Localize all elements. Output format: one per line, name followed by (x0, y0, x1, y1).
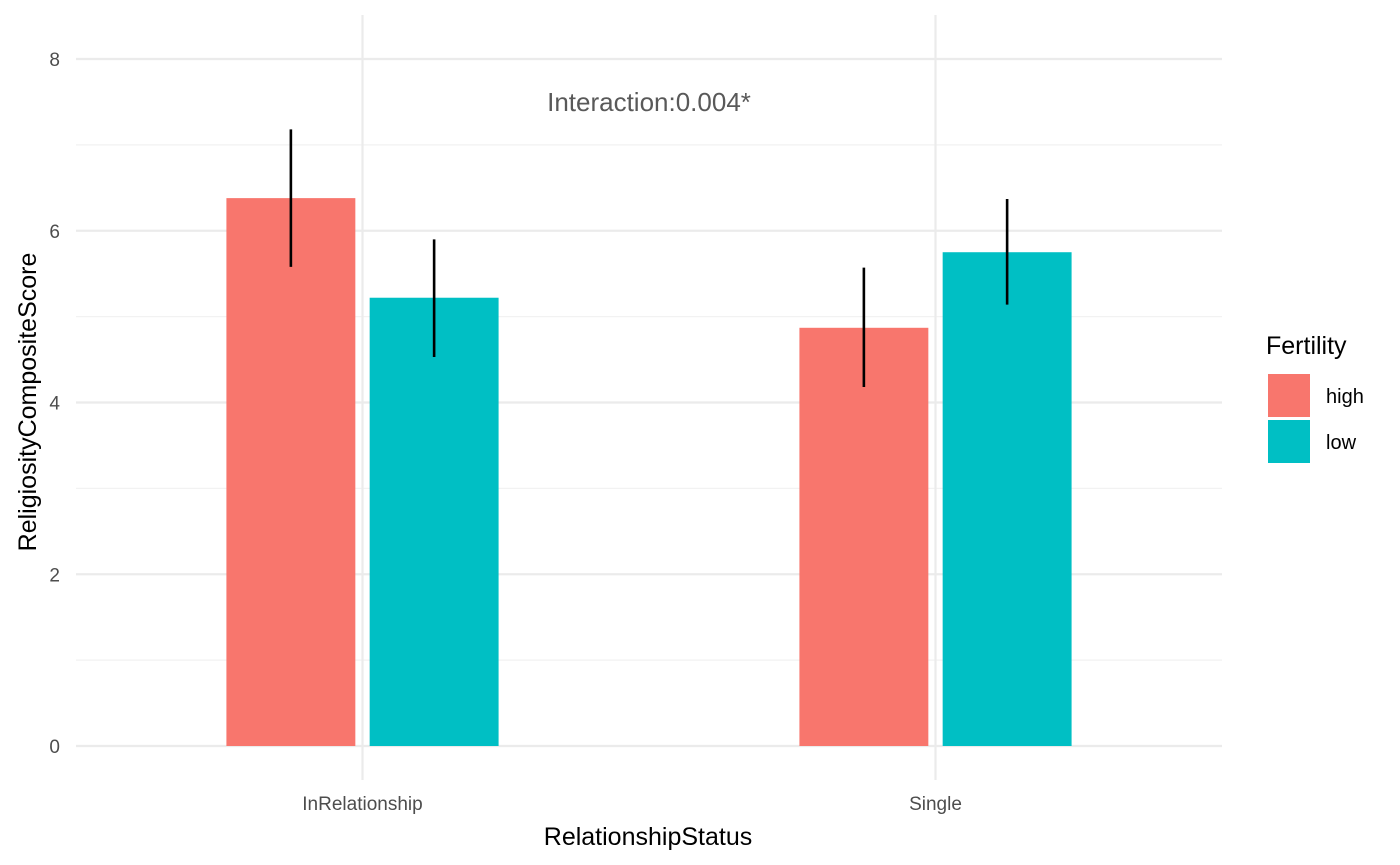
y-tick-label: 4 (49, 394, 60, 415)
y-tick-labels: 0 2 4 6 8 (49, 50, 60, 758)
x-tick-labels: InRelationship Single (302, 794, 962, 815)
x-tick-label: InRelationship (302, 794, 422, 815)
bar-high-Single (799, 327, 929, 746)
error-bars (289, 129, 1009, 388)
bar-high-InRelationship (226, 198, 356, 746)
legend-key-high (1268, 374, 1310, 417)
y-tick-label: 2 (49, 565, 60, 586)
x-tick-label: Single (909, 794, 962, 815)
legend: Fertility high low (1266, 332, 1364, 463)
bar-low-Single (942, 252, 1072, 746)
y-tick-label: 0 (49, 737, 60, 758)
annotation-text: Interaction:0.004* (547, 87, 751, 117)
legend-key-low (1268, 420, 1310, 463)
legend-label-high: high (1326, 386, 1364, 408)
annotations: Interaction:0.004* (547, 87, 751, 117)
y-axis-title: ReligiosityCompositeScore (14, 253, 42, 552)
bar-low-InRelationship (369, 297, 499, 746)
y-tick-label: 6 (49, 222, 60, 243)
bars (226, 198, 1072, 746)
legend-title: Fertility (1266, 332, 1347, 360)
legend-label-low: low (1326, 432, 1357, 454)
x-axis-title: RelationshipStatus (544, 823, 752, 851)
y-tick-label: 8 (49, 50, 60, 71)
